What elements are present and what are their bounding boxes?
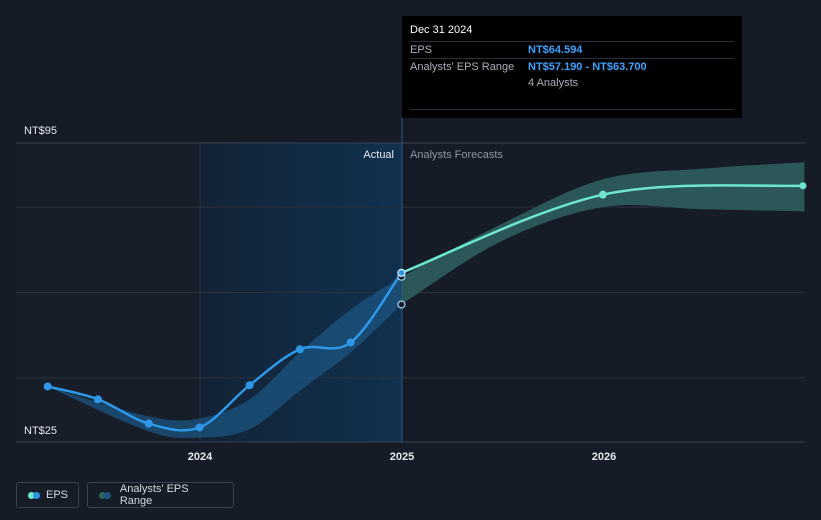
range-legend-icon [99,491,112,499]
y-tick-label: NT$25 [24,425,57,437]
legend-range-label: Analysts' EPS Range [119,483,189,507]
actual-section-label: Actual [363,149,394,161]
tooltip-range-row: Analysts' EPS Range NT$57.190 - NT$63.70… [410,58,734,76]
eps-forecast-point [598,190,607,199]
tooltip-eps-label: EPS [410,44,433,56]
eps-range-band-forecast [401,162,805,305]
x-tick-label: 2026 [592,451,616,463]
tooltip-eps-value: NT$64.594 [528,44,583,56]
eps-actual-point [295,345,304,354]
tooltip-analysts-row: 4 Analysts [410,75,734,92]
eps-actual-point [43,382,52,391]
y-tick-label: NT$95 [24,125,57,137]
tooltip-analysts-count: 4 Analysts [528,77,579,89]
forecast-section-label: Analysts Forecasts [410,149,503,161]
tooltip-divider [410,109,734,110]
eps-actual-point [346,338,355,347]
x-tick-label: 2024 [188,451,213,463]
eps-forecast-point [799,182,807,190]
tooltip: Dec 31 2024 EPS NT$64.594 Analysts' EPS … [402,16,742,118]
eps-current-marker [397,268,406,277]
x-tick-label: 2025 [390,451,414,463]
tooltip-eps-row: EPS NT$64.594 [410,41,734,59]
eps-range-marker [397,300,406,309]
tooltip-range-value: NT$57.190 - NT$63.700 [528,61,647,73]
eps-legend-icon [28,491,40,499]
tooltip-range-label: Analysts' EPS Range [410,61,515,73]
eps-range-band-actual [47,276,402,439]
legend-eps-label: EPS [45,489,68,501]
legend-range-button[interactable]: Analysts' EPS Range [87,482,234,508]
legend-eps-button[interactable]: EPS [16,482,79,508]
tooltip-date: Dec 31 2024 [410,24,473,36]
eps-actual-point [245,381,254,390]
eps-actual-point [93,395,102,404]
eps-actual-point [195,423,204,432]
eps-actual-point [144,419,153,428]
